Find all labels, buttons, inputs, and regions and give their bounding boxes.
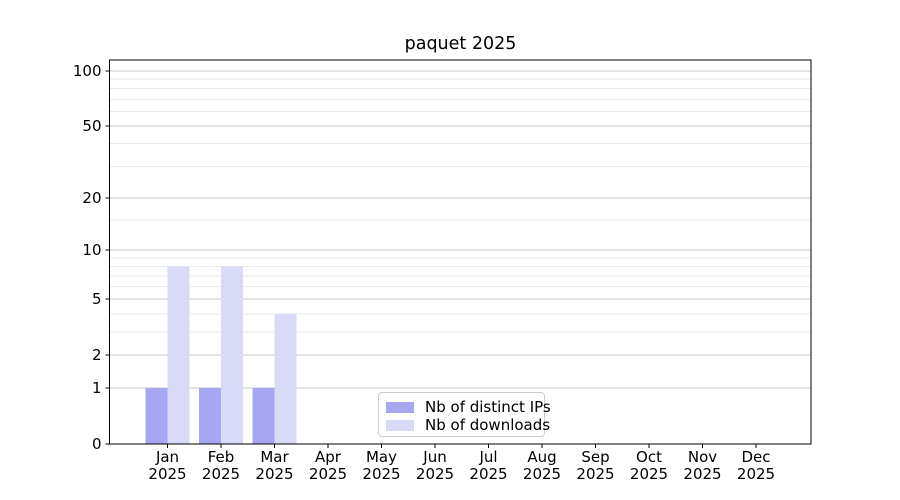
- bar-distinct-ips-0: [145, 387, 168, 444]
- legend-label-downloads: Nb of downloads: [425, 416, 551, 434]
- x-tick-label: Jul 2025: [469, 448, 507, 483]
- x-tick-label: Nov 2025: [683, 448, 721, 483]
- legend-swatch-downloads: [386, 419, 414, 431]
- y-tick-label: 10: [82, 241, 101, 259]
- legend-label-distinct-ips: Nb of distinct IPs: [425, 398, 551, 416]
- x-tick-label: May 2025: [362, 448, 400, 483]
- y-tick-label: 2: [92, 346, 102, 364]
- x-tick-label: Jun 2025: [416, 448, 454, 483]
- y-tick-label: 100: [73, 62, 102, 80]
- legend-item-downloads: Nb of downloads: [386, 416, 550, 434]
- x-tick-label: Aug 2025: [523, 448, 561, 483]
- x-tick-label: Sep 2025: [576, 448, 614, 483]
- chart-title: paquet 2025: [404, 34, 517, 54]
- y-tick-label: 5: [92, 290, 102, 308]
- bar-downloads-1: [221, 266, 243, 444]
- x-tick-label: Apr 2025: [309, 448, 347, 483]
- x-tick-label: Dec 2025: [737, 448, 775, 483]
- bar-downloads-2: [274, 313, 297, 444]
- y-tick-label: 20: [82, 189, 101, 207]
- x-tick-label: Jan 2025: [148, 448, 186, 483]
- x-tick-label: Mar 2025: [255, 448, 293, 483]
- x-tick-label: Oct 2025: [630, 448, 668, 483]
- plot-border: [109, 59, 812, 445]
- y-tick-label: 0: [92, 435, 102, 453]
- legend-item-distinct-ips: Nb of distinct IPs: [386, 398, 551, 416]
- legend-swatch-distinct-ips: [386, 401, 414, 413]
- y-tick-label: 50: [82, 117, 101, 135]
- bar-downloads-0: [167, 266, 190, 444]
- bar-distinct-ips-1: [199, 387, 221, 444]
- bar-distinct-ips-2: [252, 387, 275, 444]
- legend: Nb of distinct IPs Nb of downloads: [378, 392, 551, 437]
- x-tick-label: Feb 2025: [202, 448, 240, 483]
- y-tick-label: 1: [92, 379, 102, 397]
